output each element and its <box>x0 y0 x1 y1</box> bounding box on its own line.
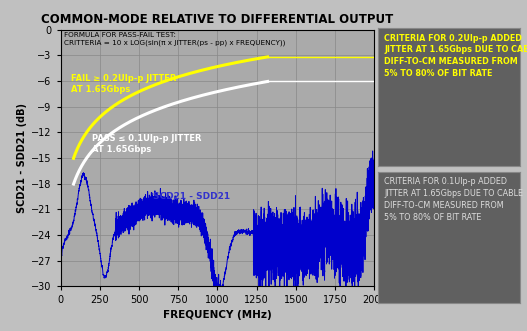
Y-axis label: SCD21 - SDD21 (dB): SCD21 - SDD21 (dB) <box>17 103 27 213</box>
Text: FAIL ≥ 0.2UIp-p JITTER
AT 1.65Gbps: FAIL ≥ 0.2UIp-p JITTER AT 1.65Gbps <box>71 74 176 94</box>
Text: CRITERIA FOR 0.2UIp-p ADDED
JITTER AT 1.65Gbps DUE TO CABLE
DIFF-TO-CM MEASURED : CRITERIA FOR 0.2UIp-p ADDED JITTER AT 1.… <box>384 34 527 78</box>
Text: PASS ≤ 0.1UIp-p JITTER
AT 1.65Gbps: PASS ≤ 0.1UIp-p JITTER AT 1.65Gbps <box>92 134 201 154</box>
X-axis label: FREQUENCY (MHz): FREQUENCY (MHz) <box>163 309 272 319</box>
Title: COMMON-MODE RELATIVE TO DIFFERENTIAL OUTPUT: COMMON-MODE RELATIVE TO DIFFERENTIAL OUT… <box>41 13 394 26</box>
Text: SCD21 - SDD21: SCD21 - SDD21 <box>153 192 230 201</box>
Text: CRITERIA FOR 0.1UIp-p ADDED
JITTER AT 1.65Gbps DUE TO CABLE
DIFF-TO-CM MEASURED : CRITERIA FOR 0.1UIp-p ADDED JITTER AT 1.… <box>384 177 523 222</box>
Text: FORMULA FOR PASS-FAIL TEST:
CRITTERIA = 10 x LOG(sin(π x JITTER(ps - pp) x FREQU: FORMULA FOR PASS-FAIL TEST: CRITTERIA = … <box>64 32 285 46</box>
